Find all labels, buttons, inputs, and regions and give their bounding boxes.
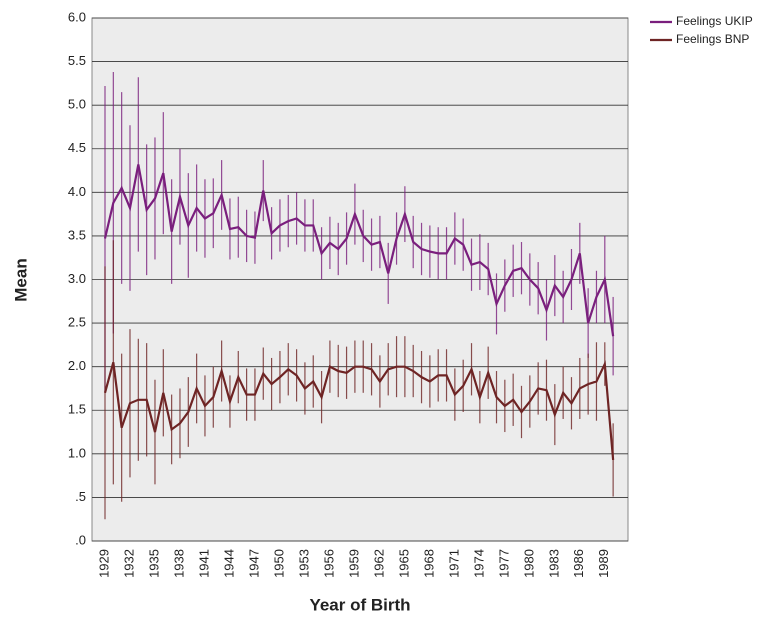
x-tick-label: 1962 <box>371 549 386 578</box>
legend-label: Feelings UKIP <box>676 14 753 28</box>
x-tick-label: 1983 <box>546 549 561 578</box>
x-tick-label: 1956 <box>321 549 336 578</box>
y-tick-label: .0 <box>75 532 86 547</box>
x-tick-label: 1935 <box>146 549 161 578</box>
x-tick-label: 1929 <box>96 549 111 578</box>
x-tick-label: 1965 <box>396 549 411 578</box>
x-tick-label: 1986 <box>571 549 586 578</box>
y-tick-label: 5.5 <box>68 53 86 68</box>
y-tick-label: 1.5 <box>68 402 86 417</box>
x-tick-label: 1947 <box>246 549 261 578</box>
x-tick-label: 1980 <box>521 549 536 578</box>
x-tick-label: 1950 <box>271 549 286 578</box>
y-tick-label: .5 <box>75 489 86 504</box>
y-tick-label: 6.0 <box>68 9 86 24</box>
x-tick-label: 1959 <box>346 549 361 578</box>
x-tick-label: 1989 <box>596 549 611 578</box>
y-tick-label: 4.5 <box>68 140 86 155</box>
x-axis-title: Year of Birth <box>309 595 410 614</box>
x-tick-label: 1977 <box>496 549 511 578</box>
y-tick-label: 4.0 <box>68 184 86 199</box>
x-tick-label: 1968 <box>421 549 436 578</box>
y-tick-label: 2.0 <box>68 358 86 373</box>
y-tick-label: 1.0 <box>68 445 86 460</box>
y-axis-title: Mean <box>11 258 30 301</box>
x-tick-label: 1974 <box>471 549 486 578</box>
series-line <box>103 359 615 461</box>
x-tick-label: 1971 <box>446 549 461 578</box>
legend-label: Feelings BNP <box>676 32 749 46</box>
x-tick-label: 1932 <box>121 549 136 578</box>
x-tick-label: 1944 <box>221 549 236 578</box>
x-tick-label: 1953 <box>296 549 311 578</box>
y-tick-label: 3.5 <box>68 227 86 242</box>
x-tick-label: 1938 <box>171 549 186 578</box>
y-tick-label: 5.0 <box>68 97 86 112</box>
y-tick-label: 2.5 <box>68 315 86 330</box>
series-line <box>103 164 615 337</box>
x-tick-label: 1941 <box>196 549 211 578</box>
y-tick-label: 3.0 <box>68 271 86 286</box>
